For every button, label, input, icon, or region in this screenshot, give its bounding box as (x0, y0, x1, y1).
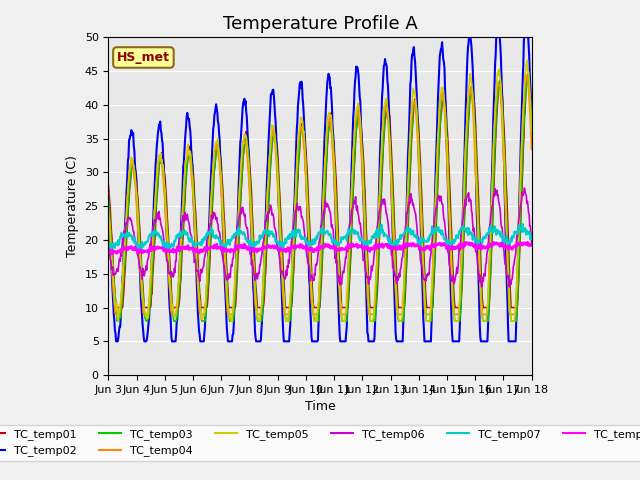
TC_temp05 (371, 293, 379, 299)
TC_temp01 (528, 106, 536, 111)
Line: TC_temp08: TC_temp08 (108, 242, 532, 254)
TC_temp06 (371, 250, 378, 255)
TC_temp08 (108, 251, 116, 257)
TC_temp03 (528, 119, 536, 125)
Y-axis label: Temperature (C): Temperature (C) (66, 156, 79, 257)
X-axis label: Time: Time (305, 400, 335, 413)
Line: TC_temp05: TC_temp05 (108, 60, 532, 321)
TC_temp08 (113, 250, 120, 256)
Line: TC_temp03: TC_temp03 (108, 76, 532, 321)
TC_temp02 (156, 119, 164, 124)
TC_temp06 (383, 211, 390, 216)
TC_temp06 (156, 216, 163, 222)
TC_temp08 (490, 239, 497, 245)
TC_temp02 (528, 130, 536, 136)
TC_temp04 (528, 146, 536, 152)
TC_temp03 (156, 160, 164, 166)
TC_temp06 (112, 269, 120, 275)
TC_temp01 (156, 156, 164, 162)
TC_temp08 (221, 247, 229, 252)
TC_temp08 (383, 241, 391, 247)
TC_temp04 (113, 312, 120, 317)
TC_temp01 (199, 305, 207, 311)
Line: TC_temp06: TC_temp06 (108, 188, 532, 287)
TC_temp01 (371, 305, 379, 311)
TC_temp03 (523, 73, 531, 79)
TC_temp04 (371, 298, 379, 304)
TC_temp02 (221, 295, 229, 300)
TC_temp05 (227, 318, 235, 324)
TC_temp07 (383, 234, 391, 240)
TC_temp08 (528, 241, 536, 247)
TC_temp05 (156, 153, 163, 158)
TC_temp02 (523, 15, 531, 21)
TC_temp06 (104, 249, 112, 255)
Legend: TC_temp01, TC_temp02, TC_temp03, TC_temp04, TC_temp05, TC_temp06, TC_temp07, TC_: TC_temp01, TC_temp02, TC_temp03, TC_temp… (0, 425, 640, 461)
TC_temp02 (113, 336, 120, 342)
TC_temp01 (112, 305, 120, 311)
TC_temp07 (221, 244, 229, 250)
TC_temp01 (221, 246, 229, 252)
Line: TC_temp01: TC_temp01 (108, 74, 532, 308)
TC_temp04 (523, 72, 531, 78)
TC_temp07 (104, 242, 112, 248)
TC_temp07 (138, 248, 145, 254)
TC_temp03 (383, 111, 391, 117)
TC_temp05 (104, 206, 112, 212)
TC_temp04 (199, 312, 207, 317)
TC_temp03 (371, 318, 379, 324)
TC_temp05 (221, 252, 229, 258)
TC_temp07 (528, 236, 536, 241)
Text: HS_met: HS_met (117, 51, 170, 64)
TC_temp01 (524, 72, 532, 77)
TC_temp02 (371, 322, 379, 327)
TC_temp07 (371, 231, 379, 237)
TC_temp03 (221, 258, 229, 264)
TC_temp05 (383, 105, 391, 110)
TC_temp01 (104, 182, 112, 188)
TC_temp03 (112, 301, 120, 307)
TC_temp08 (156, 245, 164, 251)
TC_temp03 (199, 318, 207, 324)
TC_temp08 (371, 242, 379, 248)
TC_temp05 (199, 314, 207, 320)
TC_temp05 (112, 306, 120, 312)
TC_temp07 (199, 237, 207, 242)
TC_temp03 (104, 194, 112, 200)
TC_temp06 (199, 266, 207, 272)
TC_temp01 (113, 305, 120, 311)
TC_temp02 (112, 338, 120, 344)
TC_temp06 (528, 240, 536, 245)
TC_temp05 (528, 130, 536, 135)
TC_temp04 (156, 156, 164, 161)
Line: TC_temp07: TC_temp07 (108, 224, 532, 251)
TC_temp06 (521, 185, 529, 191)
TC_temp04 (111, 312, 119, 317)
Line: TC_temp04: TC_temp04 (108, 75, 532, 314)
TC_temp01 (383, 99, 391, 105)
TC_temp04 (104, 212, 112, 217)
TC_temp03 (113, 318, 121, 324)
TC_temp05 (524, 58, 531, 63)
TC_temp04 (383, 110, 391, 116)
TC_temp07 (519, 221, 527, 227)
TC_temp02 (104, 197, 112, 203)
TC_temp08 (104, 247, 112, 253)
Title: Temperature Profile A: Temperature Profile A (223, 15, 417, 33)
TC_temp08 (199, 248, 207, 254)
TC_temp02 (383, 78, 391, 84)
TC_temp02 (199, 338, 207, 344)
TC_temp07 (156, 233, 164, 239)
TC_temp04 (221, 276, 229, 282)
Line: TC_temp02: TC_temp02 (108, 18, 532, 341)
TC_temp07 (112, 241, 120, 247)
TC_temp06 (221, 270, 229, 276)
TC_temp06 (477, 284, 485, 290)
